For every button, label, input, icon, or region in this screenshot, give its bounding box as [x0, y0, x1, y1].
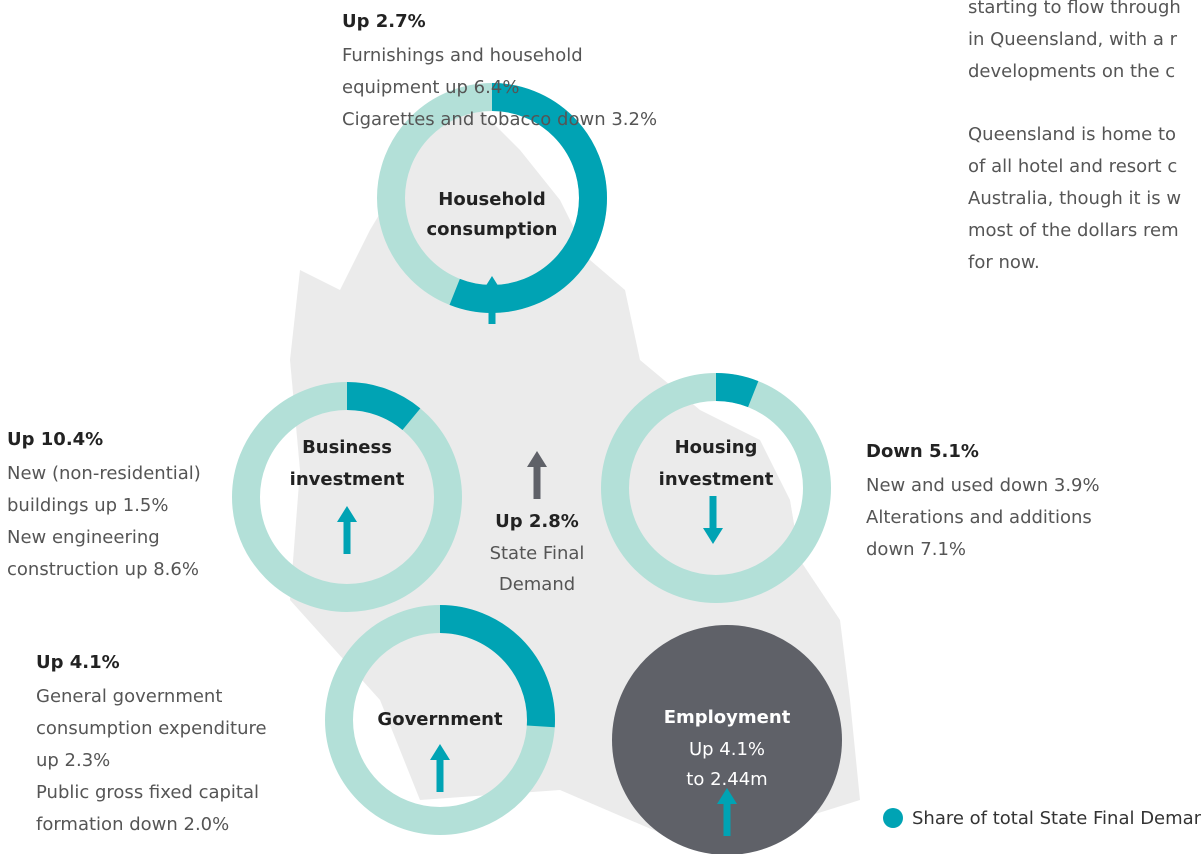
donut-share — [232, 382, 462, 612]
intro-text: Queensland is home to — [968, 124, 1176, 145]
intro-text: Australia, though it is w — [968, 188, 1181, 209]
employment-line: to 2.44m — [686, 769, 767, 790]
segment-name: Household — [438, 189, 545, 210]
arrow — [430, 744, 450, 760]
segment-name: Business — [302, 437, 392, 458]
intro-text: in Queensland, with a r — [968, 29, 1178, 50]
segment-detail: down 7.1% — [866, 539, 966, 560]
legend-swatch — [883, 808, 903, 828]
segment-detail: construction up 8.6% — [7, 559, 199, 580]
segment-detail: buildings up 1.5% — [7, 495, 168, 516]
employment-line: Up 4.1% — [689, 739, 765, 760]
center-label: State Final — [490, 543, 585, 564]
arrow — [527, 451, 547, 467]
intro-text: most of the dollars rem — [968, 220, 1179, 241]
segment-detail: New and used down 3.9% — [866, 475, 1100, 496]
segment-headline: Up 10.4% — [7, 429, 103, 450]
segment-detail: formation down 2.0% — [36, 814, 229, 835]
segment-headline: Down 5.1% — [866, 441, 979, 462]
segment-name: Government — [377, 709, 503, 730]
segment-detail: New engineering — [7, 527, 160, 548]
segment-name: investment — [290, 469, 405, 490]
segment-name: investment — [659, 469, 774, 490]
segment-detail: equipment up 6.4% — [342, 77, 519, 98]
donut-share — [325, 605, 555, 835]
segment-headline: Up 2.7% — [342, 11, 426, 32]
center-headline: Up 2.8% — [495, 511, 579, 532]
segment-detail: General government — [36, 686, 222, 707]
arrow — [482, 276, 502, 292]
employment-name: Employment — [664, 707, 791, 728]
arrow — [343, 522, 351, 554]
intro-text: starting to flow through — [968, 0, 1181, 18]
center-label: Demand — [499, 574, 575, 595]
arrow — [337, 506, 357, 522]
segment-detail: Furnishings and household — [342, 45, 583, 66]
segment-detail: Public gross fixed capital — [36, 782, 259, 803]
segment-name: Housing — [675, 437, 758, 458]
legend-label: Share of total State Final Demand — [912, 808, 1201, 829]
arrow — [703, 528, 723, 544]
employment-circle — [612, 625, 842, 854]
intro-text: developments on the c — [968, 61, 1175, 82]
arrow — [533, 467, 541, 499]
segment-detail: up 2.3% — [36, 750, 110, 771]
arrow — [723, 804, 731, 836]
arrow — [709, 496, 717, 528]
segment-headline: Up 4.1% — [36, 652, 120, 673]
donut-share — [601, 373, 831, 603]
segment-detail: Alterations and additions — [866, 507, 1092, 528]
arrow — [436, 760, 444, 792]
segment-detail: consumption expenditure — [36, 718, 267, 739]
segment-detail: New (non-residential) — [7, 463, 201, 484]
arrow — [488, 292, 496, 324]
arrow — [717, 788, 737, 804]
intro-text: for now. — [968, 252, 1040, 273]
segment-name: consumption — [427, 219, 558, 240]
intro-text: of all hotel and resort c — [968, 156, 1177, 177]
segment-detail: Cigarettes and tobacco down 3.2% — [342, 109, 657, 130]
